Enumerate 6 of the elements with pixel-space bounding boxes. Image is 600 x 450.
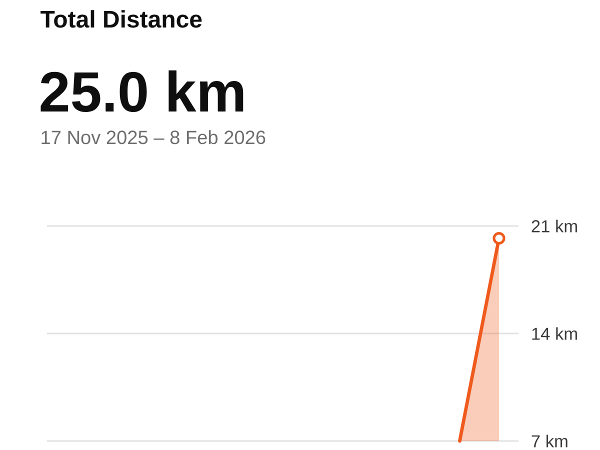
chart-title: Total Distance bbox=[40, 10, 202, 28]
text: 17 Nov 2025 – 8 Feb 2026 bbox=[42, 130, 266, 144]
y-tick-label: 7 km bbox=[532, 434, 568, 448]
y-tick-label: 21 km bbox=[532, 220, 577, 232]
chart-subtitle: 25.0 km bbox=[40, 70, 244, 112]
y-tick-label: 14 km bbox=[532, 327, 577, 340]
